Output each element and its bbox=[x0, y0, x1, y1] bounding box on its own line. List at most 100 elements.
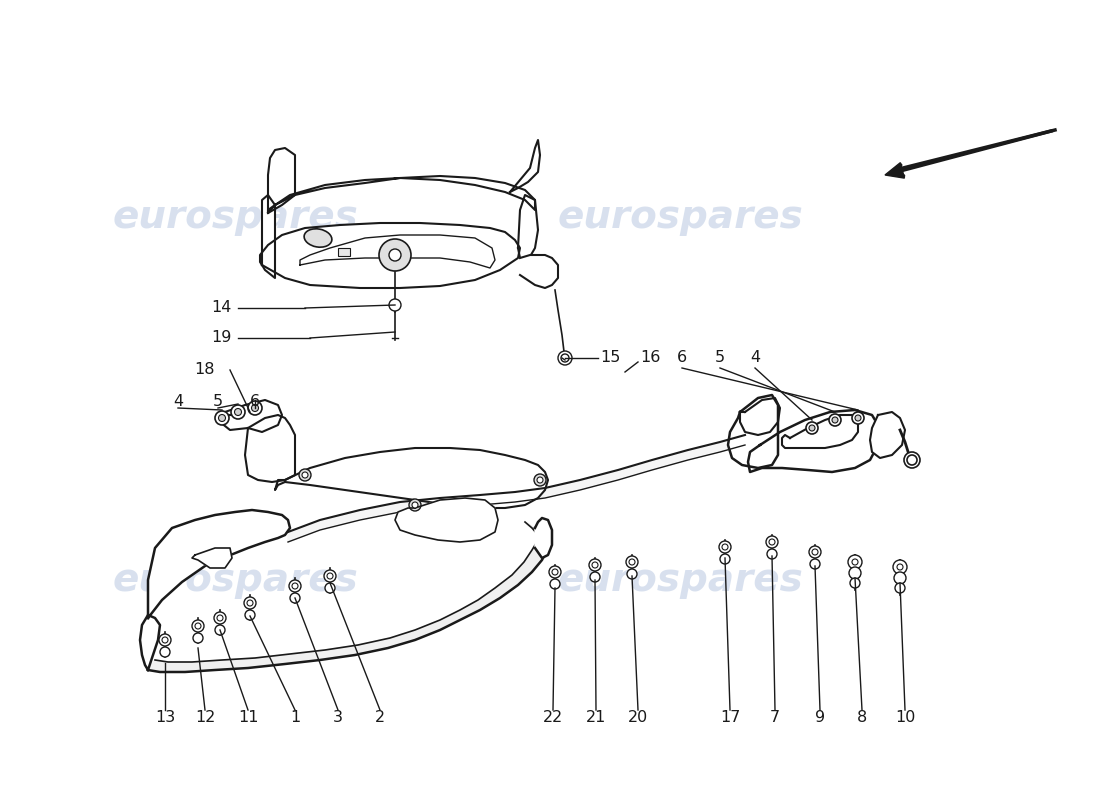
Circle shape bbox=[590, 572, 600, 582]
Text: eurospares: eurospares bbox=[557, 561, 803, 599]
Circle shape bbox=[855, 415, 861, 421]
Circle shape bbox=[719, 541, 732, 553]
Circle shape bbox=[192, 620, 204, 632]
Circle shape bbox=[829, 414, 842, 426]
Circle shape bbox=[850, 578, 860, 588]
Circle shape bbox=[248, 401, 262, 415]
Circle shape bbox=[810, 559, 820, 569]
Circle shape bbox=[549, 566, 561, 578]
Circle shape bbox=[302, 472, 308, 478]
Circle shape bbox=[896, 564, 903, 570]
Text: eurospares: eurospares bbox=[112, 198, 358, 236]
Circle shape bbox=[592, 562, 598, 568]
Polygon shape bbox=[518, 195, 538, 260]
Circle shape bbox=[894, 561, 906, 573]
Text: 2: 2 bbox=[375, 710, 385, 726]
Circle shape bbox=[214, 625, 225, 635]
Circle shape bbox=[244, 597, 256, 609]
Text: 13: 13 bbox=[155, 710, 175, 726]
Circle shape bbox=[849, 567, 861, 579]
Text: 14: 14 bbox=[211, 301, 232, 315]
Circle shape bbox=[812, 549, 818, 555]
Circle shape bbox=[192, 633, 204, 643]
Polygon shape bbox=[886, 162, 904, 178]
Circle shape bbox=[160, 634, 170, 646]
Polygon shape bbox=[395, 498, 498, 542]
Text: 6: 6 bbox=[676, 350, 688, 366]
Circle shape bbox=[219, 414, 225, 422]
Circle shape bbox=[552, 569, 558, 575]
Circle shape bbox=[324, 583, 336, 593]
Circle shape bbox=[289, 580, 301, 592]
Circle shape bbox=[379, 239, 411, 271]
Circle shape bbox=[214, 612, 225, 624]
Circle shape bbox=[769, 539, 776, 545]
Text: 5: 5 bbox=[213, 394, 223, 410]
Text: 11: 11 bbox=[238, 710, 258, 726]
Polygon shape bbox=[148, 522, 548, 672]
Text: 15: 15 bbox=[600, 350, 620, 366]
Circle shape bbox=[292, 583, 298, 589]
Circle shape bbox=[389, 299, 402, 311]
Circle shape bbox=[722, 544, 728, 550]
Circle shape bbox=[766, 536, 778, 548]
Text: 4: 4 bbox=[750, 350, 760, 366]
Polygon shape bbox=[782, 415, 858, 448]
Text: 17: 17 bbox=[719, 710, 740, 726]
Polygon shape bbox=[870, 412, 905, 458]
Polygon shape bbox=[520, 255, 558, 288]
Text: 7: 7 bbox=[770, 710, 780, 726]
Circle shape bbox=[248, 600, 253, 606]
Circle shape bbox=[848, 555, 862, 569]
Polygon shape bbox=[740, 398, 780, 435]
Circle shape bbox=[214, 411, 229, 425]
Circle shape bbox=[537, 477, 543, 483]
Text: 18: 18 bbox=[195, 362, 214, 378]
Polygon shape bbox=[728, 395, 778, 468]
Text: 16: 16 bbox=[640, 350, 660, 366]
Text: 9: 9 bbox=[815, 710, 825, 726]
Circle shape bbox=[160, 647, 170, 657]
Circle shape bbox=[550, 579, 560, 589]
Text: 3: 3 bbox=[333, 710, 343, 726]
Circle shape bbox=[849, 556, 861, 568]
Circle shape bbox=[894, 572, 906, 584]
Circle shape bbox=[808, 425, 815, 431]
Circle shape bbox=[252, 405, 258, 411]
Text: 4: 4 bbox=[173, 394, 183, 410]
Circle shape bbox=[767, 549, 777, 559]
Circle shape bbox=[850, 569, 860, 579]
Ellipse shape bbox=[304, 229, 332, 247]
Circle shape bbox=[720, 554, 730, 564]
Circle shape bbox=[832, 417, 838, 423]
Circle shape bbox=[852, 412, 864, 424]
Circle shape bbox=[629, 559, 635, 565]
Circle shape bbox=[852, 559, 858, 565]
Circle shape bbox=[409, 499, 421, 511]
Circle shape bbox=[893, 560, 907, 574]
Polygon shape bbox=[218, 400, 282, 432]
Polygon shape bbox=[260, 223, 520, 288]
Text: 6: 6 bbox=[250, 394, 260, 410]
Circle shape bbox=[245, 610, 255, 620]
Circle shape bbox=[588, 559, 601, 571]
Circle shape bbox=[299, 469, 311, 481]
Polygon shape bbox=[288, 435, 745, 542]
Text: eurospares: eurospares bbox=[557, 198, 803, 236]
Text: 10: 10 bbox=[894, 710, 915, 726]
Circle shape bbox=[908, 455, 917, 465]
Polygon shape bbox=[268, 176, 535, 213]
Text: 1: 1 bbox=[290, 710, 300, 726]
Polygon shape bbox=[262, 195, 275, 278]
Circle shape bbox=[626, 556, 638, 568]
Polygon shape bbox=[192, 548, 232, 568]
Circle shape bbox=[389, 249, 402, 261]
Circle shape bbox=[534, 474, 546, 486]
Text: 20: 20 bbox=[628, 710, 648, 726]
Polygon shape bbox=[510, 140, 540, 192]
Circle shape bbox=[290, 593, 300, 603]
Bar bbox=[338, 248, 350, 256]
Circle shape bbox=[904, 452, 920, 468]
Circle shape bbox=[217, 615, 223, 621]
Circle shape bbox=[195, 623, 201, 629]
